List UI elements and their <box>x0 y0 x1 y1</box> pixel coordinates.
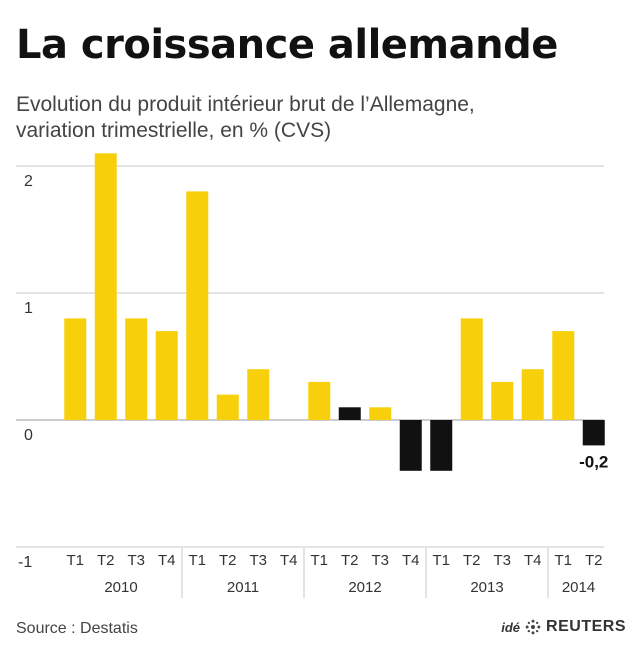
year-label: 2011 <box>227 579 259 596</box>
y-tick-label: 1 <box>24 300 33 317</box>
y-tick-label: -1 <box>18 554 32 571</box>
bar <box>216 394 239 420</box>
bars <box>64 153 605 471</box>
x-tick-label: T3 <box>249 552 267 569</box>
x-tick-label: T1 <box>554 552 572 569</box>
x-tick-label: T4 <box>280 552 298 569</box>
year-label: 2013 <box>470 579 503 596</box>
x-tick-label: T2 <box>463 552 481 569</box>
bar <box>125 318 148 420</box>
y-tick-label: 2 <box>24 173 33 190</box>
gdp-bar-chart: -1 0 1 2 T1 T2 T3 T4 T1 T2 T3 T4 T1 T2 T3 T4 T1 T2 T3 T4 T1 T… <box>16 153 608 598</box>
x-tick-label: T4 <box>524 552 542 569</box>
bar <box>308 381 331 420</box>
bar <box>430 420 453 471</box>
x-tick-label: T3 <box>127 552 145 569</box>
bar <box>552 331 575 420</box>
chart-title: La croissance allemande <box>16 22 558 68</box>
x-tick-label: T4 <box>158 552 176 569</box>
bar <box>94 153 117 421</box>
x-tick-label: T2 <box>97 552 115 569</box>
year-label: 2012 <box>348 579 381 596</box>
x-tick-label: T3 <box>371 552 389 569</box>
x-tick-label: T2 <box>219 552 237 569</box>
credit-brand: REUTERS <box>546 618 626 635</box>
bar <box>247 369 270 420</box>
bar <box>491 381 514 420</box>
credit: idé REUTERS <box>501 618 626 636</box>
year-label: 2010 <box>104 579 137 596</box>
bar <box>399 420 422 471</box>
x-tick-label: T4 <box>402 552 420 569</box>
credit-prefix: idé <box>501 619 521 635</box>
x-tick-label: T2 <box>341 552 359 569</box>
bar <box>64 318 87 420</box>
x-tick-label: T2 <box>585 552 603 569</box>
chart-subtitle-line-1: Evolution du produit intérieur brut de l… <box>16 93 475 116</box>
bar <box>186 191 209 420</box>
bar <box>460 318 483 420</box>
axis-labels: -1 0 1 2 T1 T2 T3 T4 T1 T2 T3 T4 T1 T2 T3 T4 T1 T2 T3 T4 T1 T… <box>18 173 608 596</box>
bar <box>369 407 392 420</box>
bar <box>521 369 544 420</box>
chart-subtitle-line-2: variation trimestrielle, en % (CVS) <box>16 119 332 142</box>
data-label: -0,2 <box>579 452 608 471</box>
source-note: Source : Destatis <box>16 620 138 637</box>
chart-subtitle: Evolution du produit intérieur brut de l… <box>16 92 616 144</box>
bar <box>582 420 605 446</box>
y-tick-label: 0 <box>24 427 33 444</box>
bar <box>155 331 178 420</box>
year-label: 2014 <box>562 579 595 596</box>
x-tick-label: T3 <box>493 552 511 569</box>
reuters-logo-icon <box>525 619 541 635</box>
x-tick-label: T1 <box>432 552 450 569</box>
bar <box>338 407 361 420</box>
x-tick-label: T1 <box>188 552 206 569</box>
x-tick-label: T1 <box>66 552 84 569</box>
x-tick-label: T1 <box>310 552 328 569</box>
